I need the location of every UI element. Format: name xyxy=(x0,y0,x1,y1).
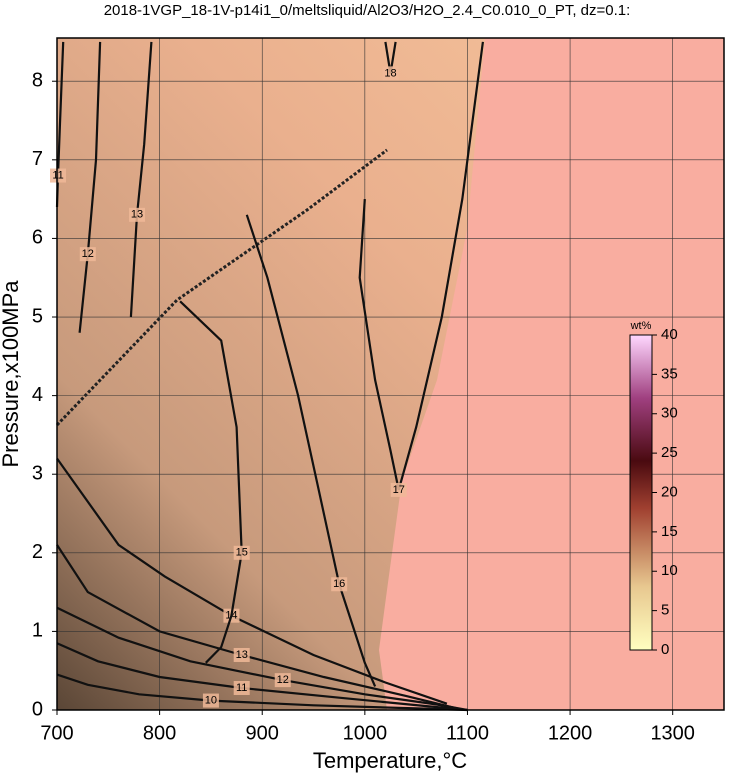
y-tick-label: 7 xyxy=(32,148,43,170)
contour-label: 12 xyxy=(82,248,94,260)
contour-label-bg xyxy=(390,482,407,497)
chart-title: 2018-1VGP_18-1V-p14i1_0/meltsliquid/Al2O… xyxy=(104,2,631,19)
contour-label-bg xyxy=(382,66,399,81)
contour-label-bg xyxy=(233,647,250,662)
x-tick-label: 700 xyxy=(40,722,73,744)
y-tick-label: 6 xyxy=(32,227,43,249)
y-tick-label: 8 xyxy=(32,70,43,92)
y-axis-label: Pressure,x100MPa xyxy=(0,280,23,468)
contour-label: 13 xyxy=(236,649,248,661)
colorbar-tick-label: 10 xyxy=(661,562,678,579)
contour-line xyxy=(245,214,377,687)
contour-label: 10 xyxy=(205,694,217,706)
x-tick-label: 1000 xyxy=(343,722,388,744)
colorbar-tick-label: 5 xyxy=(661,602,669,619)
contour-label: 16 xyxy=(333,578,345,590)
x-axis-label: Temperature,°C xyxy=(313,748,467,773)
contour-label: 15 xyxy=(236,547,248,559)
colorbar-tick-label: 20 xyxy=(661,483,678,500)
x-tick-label: 1200 xyxy=(548,722,593,744)
x-tick-label: 800 xyxy=(143,722,176,744)
x-tick-label: 900 xyxy=(246,722,279,744)
colorbar-tick-label: 25 xyxy=(661,444,678,461)
y-tick-label: 4 xyxy=(32,384,43,406)
colorbar-tick-label: 40 xyxy=(661,326,678,343)
contour-label-bg xyxy=(233,680,250,695)
colorbar-tick-label: 30 xyxy=(661,405,678,422)
y-tick-label: 1 xyxy=(32,620,43,642)
colorbar-tick-label: 0 xyxy=(661,641,669,658)
plot-frame xyxy=(56,37,725,711)
contour-label-bg xyxy=(233,545,250,560)
colorbar-tick-label: 35 xyxy=(661,365,678,382)
contour-line xyxy=(129,41,153,318)
y-tick-label: 2 xyxy=(32,541,43,563)
contour-label: 17 xyxy=(393,484,405,496)
y-tick-label: 5 xyxy=(32,305,43,327)
y-tick-label: 0 xyxy=(32,698,43,720)
contour-label-bg xyxy=(79,247,96,262)
contour-label-bg xyxy=(274,673,291,688)
x-tick-label: 1100 xyxy=(446,722,489,744)
contour-label: 11 xyxy=(236,682,247,694)
contour-label: 13 xyxy=(131,209,143,221)
colorbar-tick-label: 15 xyxy=(661,523,678,540)
contour-label: 18 xyxy=(384,67,396,79)
contour-label: 11 xyxy=(52,169,63,181)
contour-label-bg xyxy=(202,693,219,708)
x-tick-label: 1300 xyxy=(650,722,695,744)
contour-label-bg xyxy=(331,577,348,592)
y-tick-label: 3 xyxy=(32,462,43,484)
contour-label: 12 xyxy=(277,674,289,686)
phase-boundary xyxy=(55,148,388,427)
colorbar xyxy=(629,334,653,651)
contour-label-bg xyxy=(50,168,67,183)
contour-line xyxy=(78,41,102,333)
contour-label-bg xyxy=(129,207,146,222)
colorbar-label: wt% xyxy=(630,320,652,332)
